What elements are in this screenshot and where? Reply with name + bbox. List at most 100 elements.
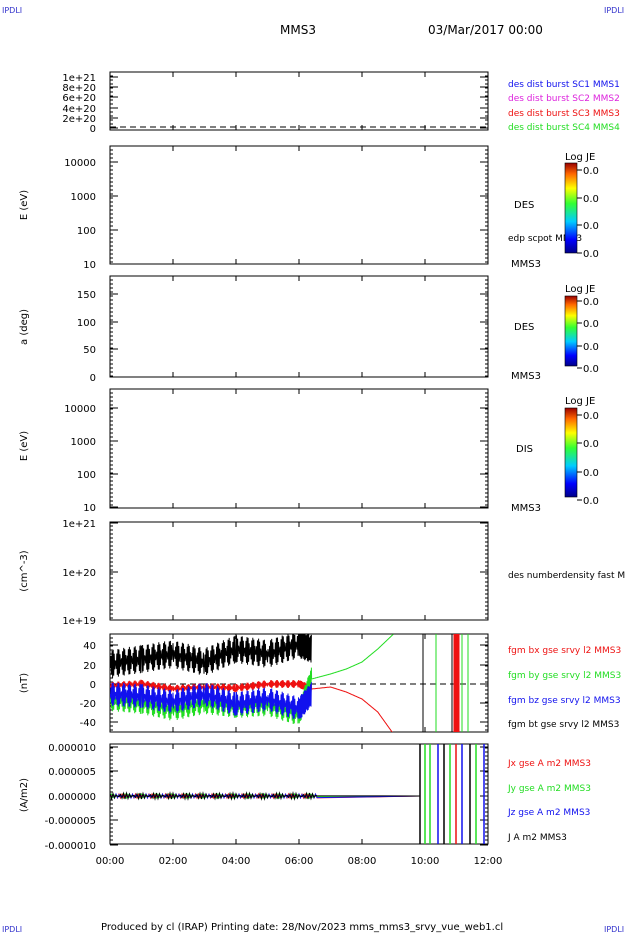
y-tick-label: 10 xyxy=(83,260,96,271)
y-tick-label: 10000 xyxy=(64,404,96,415)
corner-label-bottom-left: IPDLI xyxy=(2,925,22,934)
side-label: MMS3 xyxy=(511,371,541,382)
panel-frame xyxy=(109,388,489,509)
legend-entry: fgm bx gse srvy l2 MMS3 xyxy=(508,646,621,656)
fgm-data xyxy=(110,634,469,732)
y-axis-label: E (eV) xyxy=(19,431,30,461)
y-tick-label: -40 xyxy=(80,718,96,729)
y-tick-label: 50 xyxy=(83,345,96,356)
side-label: MMS3 xyxy=(511,259,541,270)
y-tick-label: 100 xyxy=(77,318,96,329)
colorbar-tick-label: 0.0 xyxy=(583,342,599,353)
y-axis-label: (cm^-3) xyxy=(19,550,30,591)
colorbar xyxy=(564,295,578,367)
y-tick-label: 1000 xyxy=(71,437,96,448)
y-tick-label: -0.000010 xyxy=(45,841,96,852)
panel-des_energy: 10000 1000 100 10 E (eV) DES edp scpot MMS3 MMS… xyxy=(19,145,599,271)
legend-entry: Jz gse A m2 MMS3 xyxy=(507,808,590,818)
colorbar-tick-label: 0.0 xyxy=(583,166,599,177)
legend-entry: Jx gse A m2 MMS3 xyxy=(507,759,591,769)
legend-entry: des dist burst SC3 MMS3 xyxy=(508,109,620,119)
x-tick-label: 06:00 xyxy=(285,856,314,867)
y-tick-label: 8e+20 xyxy=(62,83,96,94)
colorbar-title: Log JE xyxy=(565,396,595,407)
corner-label-bottom-right: IPDLI xyxy=(604,925,624,934)
y-axis-label: (A/m2) xyxy=(19,778,30,812)
y-axis-label: E (eV) xyxy=(19,190,30,220)
colorbar-tick-label: 0.0 xyxy=(583,364,599,375)
legend-entry: J A m2 MMS3 xyxy=(507,833,567,843)
y-tick-label: 100 xyxy=(77,470,96,481)
y-tick-label: 0 xyxy=(90,373,96,384)
legend-entry: fgm bt gse srvy l2 MMS3 xyxy=(508,720,619,730)
y-tick-label: -0.000005 xyxy=(45,816,96,827)
series-black xyxy=(110,634,312,678)
x-tick-label: 08:00 xyxy=(348,856,377,867)
y-tick-label: 2e+20 xyxy=(62,114,96,125)
corner-label-top-right: IPDLI xyxy=(604,6,624,15)
y-tick-label: 0.000010 xyxy=(48,743,96,754)
colorbar xyxy=(564,407,578,498)
legend-entry: fgm by gse srvy l2 MMS3 xyxy=(508,671,621,681)
colorbar-tick-label: 0.0 xyxy=(583,411,599,422)
side-label: DES xyxy=(514,200,534,211)
y-tick-label: 0 xyxy=(90,124,96,135)
y-tick-label: 1000 xyxy=(71,192,96,203)
y-tick-label: 0.000000 xyxy=(48,792,96,803)
header: IPDLI IPDLI MMS3 03/Mar/2017 00:00 xyxy=(2,6,624,37)
panel-frame xyxy=(109,275,489,378)
panel-frame xyxy=(109,71,489,131)
legend-entry: des numberdensity fast M xyxy=(508,571,625,581)
corner-label-top-left: IPDLI xyxy=(2,6,22,15)
panel-density: 1e+21 1e+20 1e+19 (cm^-3) des numberdensity … xyxy=(19,519,625,627)
y-tick-label: 1e+21 xyxy=(62,519,96,530)
mission-title: MMS3 xyxy=(280,23,316,37)
y-tick-label: 10000 xyxy=(64,158,96,169)
y-axis-label: (nT) xyxy=(19,673,30,693)
y-tick-label: 4e+20 xyxy=(62,104,96,115)
x-tick-label: 00:00 xyxy=(96,856,125,867)
y-tick-label: 0.000005 xyxy=(48,767,96,778)
y-tick-label: 6e+20 xyxy=(62,93,96,104)
legend-entry: des dist burst SC4 MMS4 xyxy=(508,123,620,133)
footer: Produced by cl (IRAP) Printing date: 28/… xyxy=(2,922,624,934)
legend-entry: fgm bz gse srvy l2 MMS3 xyxy=(508,696,621,706)
colorbar-tick-label: 0.0 xyxy=(583,221,599,232)
series-red xyxy=(110,679,393,732)
x-tick-label: 04:00 xyxy=(222,856,251,867)
colorbar-title: Log JE xyxy=(565,284,595,295)
panel-dis_energy: 10000 1000 100 10 E (eV) DIS MMS3 Log JE 0.0 0.0 0… xyxy=(19,388,599,514)
panel-current: 0.000010 0.000005 0.000000 -0.000005 -0.0000… xyxy=(19,743,591,867)
y-axis-label: a (deg) xyxy=(19,309,30,345)
colorbar-tick-label: 0.0 xyxy=(583,249,599,260)
datetime-title: 03/Mar/2017 00:00 xyxy=(428,23,543,37)
panel-des_pitch: 150 100 50 0 a (deg) DES MMS3 Log JE 0.0 0.0 0.0 0.… xyxy=(19,275,599,384)
colorbar-tick-label: 0.0 xyxy=(583,468,599,479)
side-label: edp scpot MMS3 xyxy=(508,234,582,244)
y-tick-label: 40 xyxy=(83,641,96,652)
side-label: MMS3 xyxy=(511,503,541,514)
panel-frame xyxy=(109,521,489,621)
y-tick-label: 0 xyxy=(90,680,96,691)
x-tick-label: 12:00 xyxy=(474,856,503,867)
side-label: DES xyxy=(514,322,534,333)
colorbar-title: Log JE xyxy=(565,152,595,163)
x-tick-label: 10:00 xyxy=(411,856,440,867)
current-black xyxy=(110,791,421,801)
colorbar-tick-label: 0.0 xyxy=(583,194,599,205)
colorbar-tick-label: 0.0 xyxy=(583,439,599,450)
panel-fgm: 40 20 0 -20 -40 (nT) fgm bx gse srvy l2 MMS3 fg… xyxy=(19,633,621,733)
y-tick-label: 1e+19 xyxy=(62,616,96,627)
current-data xyxy=(110,744,485,844)
y-tick-label: 150 xyxy=(77,290,96,301)
y-tick-label: -20 xyxy=(80,699,96,710)
colorbar-tick-label: 0.0 xyxy=(583,297,599,308)
colorbar-tick-label: 0.0 xyxy=(583,319,599,330)
series-blue xyxy=(110,682,312,720)
y-tick-label: 10 xyxy=(83,503,96,514)
y-tick-label: 100 xyxy=(77,226,96,237)
y-tick-label: 1e+21 xyxy=(62,73,96,84)
